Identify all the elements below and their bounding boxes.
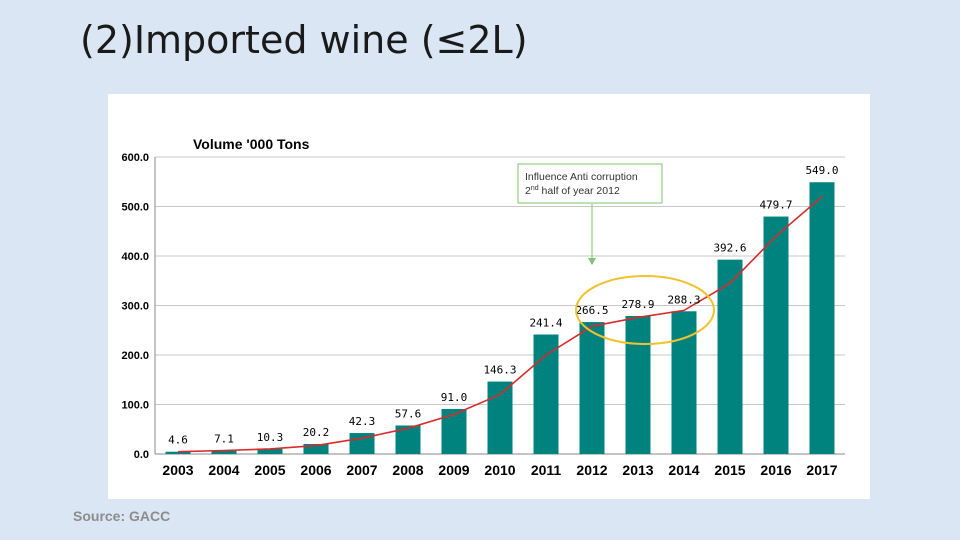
bar bbox=[441, 408, 467, 454]
data-label: 392.6 bbox=[713, 242, 746, 255]
slide-title: (2)Imported wine (≤2L) bbox=[80, 18, 528, 62]
x-tick-label: 2004 bbox=[208, 462, 239, 478]
x-tick-label: 2010 bbox=[484, 462, 515, 478]
x-tick-label: 2013 bbox=[622, 462, 653, 478]
x-tick-label: 2005 bbox=[254, 462, 285, 478]
y-tick-label: 100.0 bbox=[121, 400, 149, 412]
y-tick-label: 600.0 bbox=[121, 152, 149, 164]
bar bbox=[579, 322, 605, 454]
annotation-line-2-prefix: 2 bbox=[525, 185, 531, 197]
gridlines bbox=[154, 156, 845, 455]
y-tick-label: 400.0 bbox=[121, 251, 149, 263]
bar bbox=[211, 450, 237, 454]
x-tick-label: 2008 bbox=[392, 462, 423, 478]
data-label: 42.3 bbox=[349, 415, 376, 428]
x-axis-ticks: 2003 2004 2005 2006 2007 2008 2009 2010 2011 2012… bbox=[162, 462, 837, 478]
trend-line-group bbox=[177, 195, 823, 453]
annotation-box bbox=[517, 163, 663, 204]
bar bbox=[487, 381, 513, 454]
data-label: 4.6 bbox=[168, 434, 188, 447]
trend-line bbox=[177, 195, 823, 453]
x-tick-label: 2006 bbox=[300, 462, 331, 478]
data-label: 549.0 bbox=[805, 164, 838, 177]
annotation-line-2: 2nd half of year 2012 bbox=[525, 185, 620, 197]
bar bbox=[809, 182, 835, 454]
x-tick-label: 2016 bbox=[760, 462, 791, 478]
bar bbox=[671, 311, 697, 454]
x-tick-label: 2009 bbox=[438, 462, 469, 478]
data-labels: 4.6 7.1 10.3 20.2 42.3 57.6 91.0 146.3 241.4 266.… bbox=[168, 164, 839, 446]
data-label: 57.6 bbox=[395, 407, 422, 420]
y-axis-ticks: 0.0 100.0 200.0 300.0 400.0 500.0 600.0 bbox=[121, 152, 149, 461]
x-tick-label: 2017 bbox=[806, 462, 837, 478]
annotation-superscript: nd bbox=[531, 185, 539, 192]
data-label: 241.4 bbox=[529, 317, 562, 330]
y-tick-label: 300.0 bbox=[121, 301, 149, 313]
bar bbox=[625, 315, 651, 454]
data-label: 278.9 bbox=[621, 298, 654, 311]
data-label: 479.7 bbox=[759, 199, 792, 212]
x-tick-label: 2015 bbox=[714, 462, 745, 478]
highlight-ellipse bbox=[575, 275, 715, 345]
y-tick-label: 0.0 bbox=[134, 449, 149, 461]
data-label: 91.0 bbox=[441, 391, 468, 404]
bar bbox=[717, 259, 743, 454]
bars bbox=[165, 182, 835, 454]
annotation-line-2-suffix: half of year 2012 bbox=[539, 185, 620, 197]
data-label: 146.3 bbox=[483, 364, 516, 377]
annotation-line-1: Influence Anti corruption bbox=[525, 171, 638, 183]
data-label: 20.2 bbox=[303, 426, 330, 439]
x-tick-label: 2003 bbox=[162, 462, 193, 478]
bar bbox=[533, 334, 559, 454]
chart-title: Volume '000 Tons bbox=[193, 136, 310, 152]
y-tick-label: 500.0 bbox=[121, 202, 149, 214]
y-tick-label: 200.0 bbox=[121, 350, 149, 362]
annotation-arrowhead bbox=[588, 258, 596, 265]
volume-bar-chart: Volume '000 Tons 0.0 100.0 200.0 300.0 400.0… bbox=[121, 136, 845, 478]
bar bbox=[257, 448, 283, 454]
x-tick-label: 2012 bbox=[576, 462, 607, 478]
x-tick-label: 2007 bbox=[346, 462, 377, 478]
chart-panel: Volume '000 Tons 0.0 100.0 200.0 300.0 400.0… bbox=[108, 94, 870, 499]
data-label: 7.1 bbox=[214, 432, 234, 445]
data-label: 266.5 bbox=[575, 304, 608, 317]
bar bbox=[303, 444, 329, 454]
bar bbox=[349, 433, 375, 454]
x-tick-label: 2014 bbox=[668, 462, 699, 478]
source-note: Source: GACC bbox=[73, 508, 171, 524]
bar bbox=[165, 451, 191, 454]
data-label: 10.3 bbox=[257, 431, 284, 444]
bar bbox=[763, 216, 789, 454]
x-tick-label: 2011 bbox=[531, 462, 562, 478]
data-label: 288.3 bbox=[667, 293, 700, 306]
